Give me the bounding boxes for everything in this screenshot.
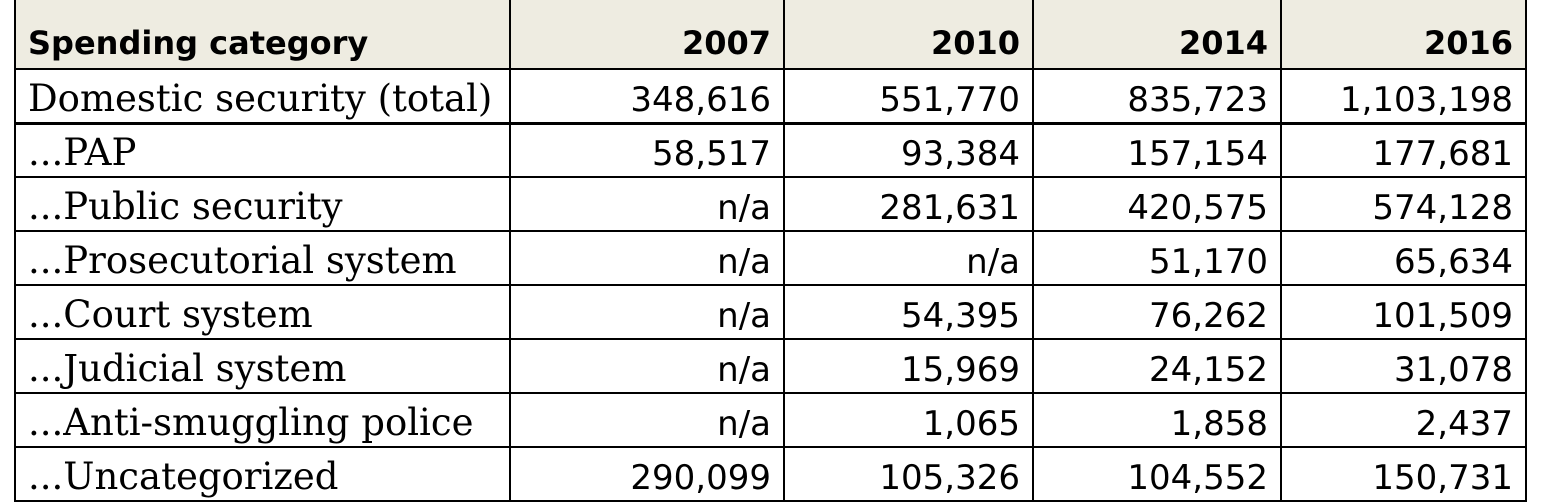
row-label: ...Judicial system (14, 338, 511, 394)
cell-2014: 1,858 (1032, 392, 1282, 448)
cell-2016: 2,437 (1280, 392, 1527, 448)
row-label: ...Uncategorized (14, 446, 511, 502)
spending-table-container: Spending category 2007 2010 2014 2016 Do… (14, 0, 1527, 502)
header-year-2014: 2014 (1032, 0, 1282, 70)
table-row: ...Public security n/a 281,631 420,575 5… (14, 176, 1527, 232)
cell-2014: 420,575 (1032, 176, 1282, 232)
cell-2014: 157,154 (1032, 121, 1282, 178)
header-year-2007: 2007 (509, 0, 785, 70)
cell-2010: n/a (783, 230, 1034, 286)
cell-2010: 551,770 (783, 68, 1034, 124)
row-label: ...Public security (14, 176, 511, 232)
cell-2010: 281,631 (783, 176, 1034, 232)
row-label: ...Prosecutorial system (14, 230, 511, 286)
table-row: Domestic security (total) 348,616 551,77… (14, 68, 1527, 124)
table-row: ...Uncategorized 290,099 105,326 104,552… (14, 446, 1527, 502)
spending-table: Spending category 2007 2010 2014 2016 Do… (14, 0, 1527, 502)
cell-2014: 76,262 (1032, 284, 1282, 340)
cell-2016: 1,103,198 (1280, 68, 1527, 124)
cell-2010: 54,395 (783, 284, 1034, 340)
table-header: Spending category 2007 2010 2014 2016 (14, 0, 1527, 70)
cell-2007: n/a (509, 392, 785, 448)
table-row: ...Prosecutorial system n/a n/a 51,170 6… (14, 230, 1527, 286)
row-label: ...PAP (14, 121, 511, 178)
table-row: ...PAP 58,517 93,384 157,154 177,681 (14, 121, 1527, 178)
header-year-2016: 2016 (1280, 0, 1527, 70)
cell-2010: 93,384 (783, 121, 1034, 178)
cell-2007: n/a (509, 284, 785, 340)
cell-2014: 51,170 (1032, 230, 1282, 286)
table-row: ...Court system n/a 54,395 76,262 101,50… (14, 284, 1527, 340)
cell-2007: 348,616 (509, 68, 785, 124)
cell-2016: 177,681 (1280, 121, 1527, 178)
cell-2016: 65,634 (1280, 230, 1527, 286)
cell-2010: 105,326 (783, 446, 1034, 502)
cell-2016: 101,509 (1280, 284, 1527, 340)
table-row: ...Judicial system n/a 15,969 24,152 31,… (14, 338, 1527, 394)
cell-2007: 58,517 (509, 121, 785, 178)
header-spending-category: Spending category (14, 0, 511, 70)
row-label: ...Court system (14, 284, 511, 340)
cell-2016: 150,731 (1280, 446, 1527, 502)
cell-2014: 104,552 (1032, 446, 1282, 502)
cell-2014: 835,723 (1032, 68, 1282, 124)
table-row: ...Anti-smuggling police n/a 1,065 1,858… (14, 392, 1527, 448)
table-body: Domestic security (total) 348,616 551,77… (14, 68, 1527, 502)
row-label: Domestic security (total) (14, 68, 511, 124)
cell-2007: n/a (509, 338, 785, 394)
cell-2010: 15,969 (783, 338, 1034, 394)
cell-2016: 31,078 (1280, 338, 1527, 394)
cell-2007: 290,099 (509, 446, 785, 502)
cell-2016: 574,128 (1280, 176, 1527, 232)
cell-2010: 1,065 (783, 392, 1034, 448)
header-year-2010: 2010 (783, 0, 1034, 70)
cell-2014: 24,152 (1032, 338, 1282, 394)
row-label: ...Anti-smuggling police (14, 392, 511, 448)
cell-2007: n/a (509, 230, 785, 286)
header-row: Spending category 2007 2010 2014 2016 (14, 0, 1527, 70)
cell-2007: n/a (509, 176, 785, 232)
